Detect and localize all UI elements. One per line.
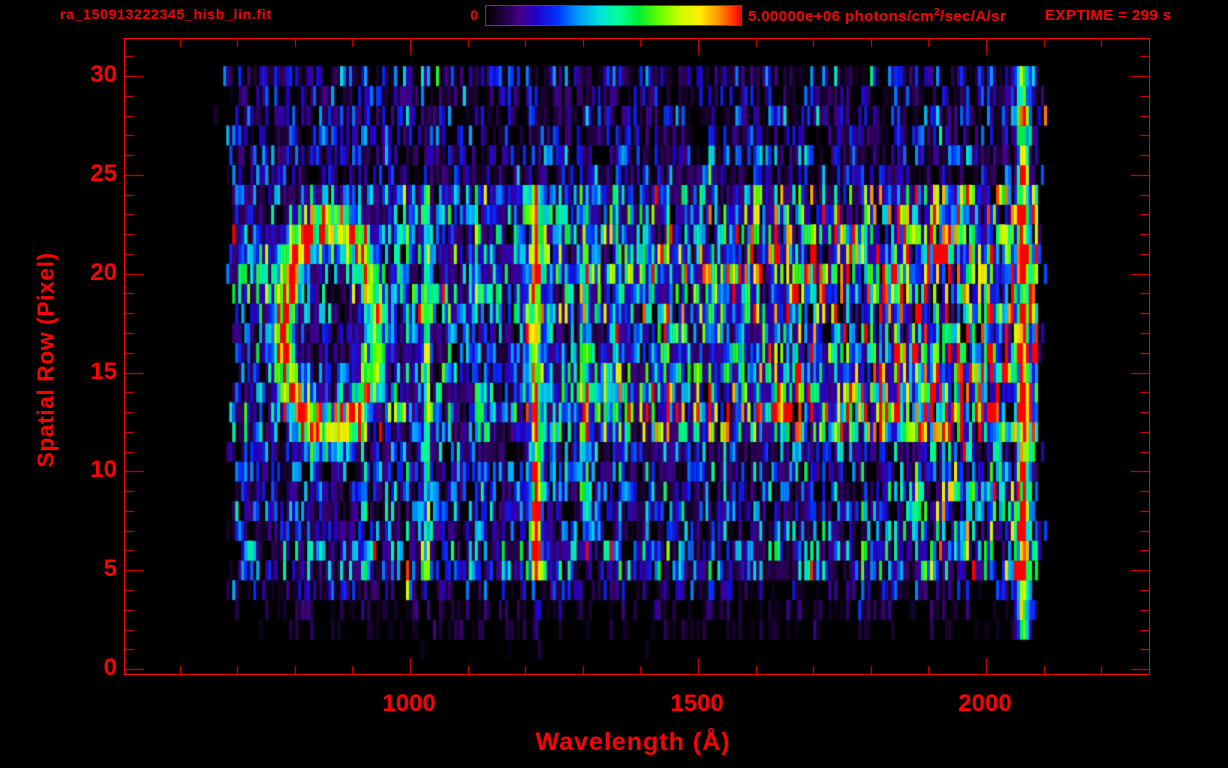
colorbar-max-prefix: 5.00000e+06 photons/cm bbox=[748, 8, 934, 25]
colorbar-min-label: 0 bbox=[470, 7, 478, 23]
y-tick-label: 15 bbox=[90, 357, 117, 385]
x-tick-label: 1000 bbox=[382, 690, 436, 717]
x-tick-label: 1500 bbox=[670, 690, 724, 717]
exptime-label: EXPTIME = 299 s bbox=[1045, 7, 1172, 24]
spectrogram-heatmap-canvas bbox=[125, 39, 1149, 674]
y-tick-label: 10 bbox=[90, 456, 117, 484]
y-axis-label: Spatial Row (Pixel) bbox=[32, 252, 59, 468]
x-tick-label: 2000 bbox=[958, 690, 1012, 717]
x-axis-label: Wavelength (Å) bbox=[535, 728, 731, 756]
y-tick-label: 0 bbox=[103, 654, 117, 682]
y-tick-label: 25 bbox=[90, 159, 117, 187]
y-tick-label: 20 bbox=[90, 258, 117, 286]
colorbar-max-superscript: 2 bbox=[933, 7, 940, 18]
plot-frame bbox=[124, 38, 1150, 675]
colorbar-gradient bbox=[485, 5, 742, 26]
y-tick-label: 5 bbox=[103, 555, 117, 583]
colorbar-max-suffix: /sec/A/sr bbox=[939, 8, 1007, 25]
file-title: ra_150913222345_hisb_lin.fit bbox=[60, 6, 272, 22]
y-tick-label: 30 bbox=[90, 60, 117, 88]
colorbar-max-label: 5.00000e+06 photons/cm2/sec/A/sr bbox=[748, 7, 1006, 25]
